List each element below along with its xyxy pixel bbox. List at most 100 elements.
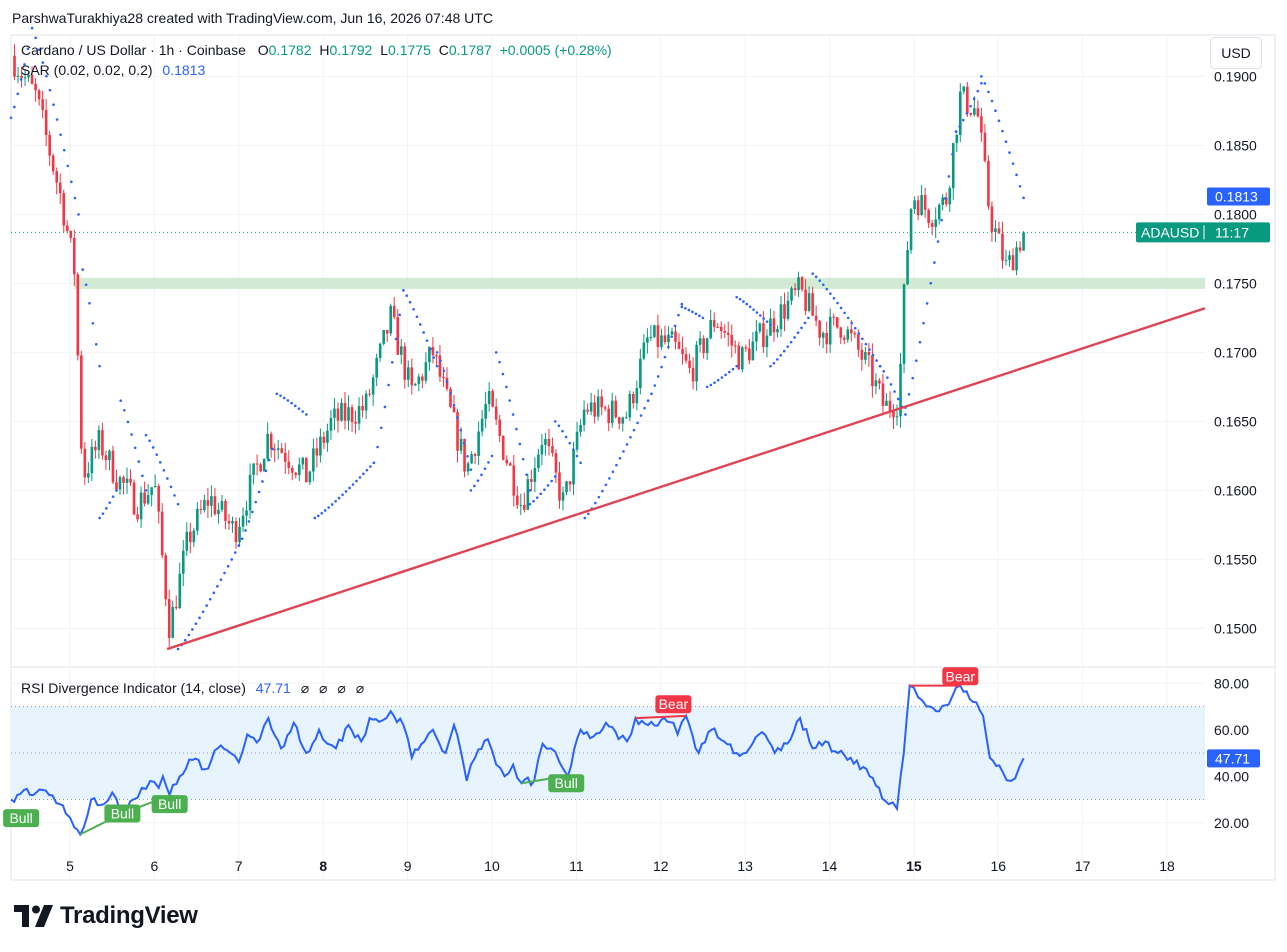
candle-body: [835, 317, 839, 328]
symbol-title[interactable]: Cardano / US Dollar · 1h · Coinbase: [21, 42, 246, 58]
bull-signal-label: Bull: [151, 795, 188, 814]
sar-dot: [1011, 162, 1015, 165]
open-label: O: [257, 42, 269, 58]
sar-dot: [762, 317, 765, 320]
candle: [744, 344, 748, 352]
sar-dot: [853, 326, 857, 330]
candle-body: [1022, 232, 1025, 251]
sar-dot: [316, 514, 320, 518]
sar-dot: [505, 385, 508, 389]
candle-body: [663, 335, 667, 343]
candle: [902, 283, 906, 374]
candle: [206, 487, 210, 519]
candle-body: [551, 446, 554, 454]
sar-dot: [731, 367, 735, 371]
candle: [16, 66, 20, 84]
candle: [484, 392, 487, 429]
sar-dot: [425, 339, 429, 342]
candle-body: [639, 358, 642, 389]
candle-body: [530, 479, 533, 482]
sar-dot: [893, 390, 896, 393]
candle-body: [544, 438, 547, 445]
sar-dot: [408, 300, 412, 304]
candle-body: [206, 500, 210, 506]
candle: [136, 506, 139, 523]
candle-body: [797, 277, 800, 291]
tradingview-logo[interactable]: TradingView: [14, 900, 198, 932]
candle: [624, 411, 628, 419]
candle-body: [508, 463, 512, 466]
candle-body: [572, 449, 575, 485]
candle-body: [104, 455, 108, 461]
time-tick-label: 14: [822, 858, 838, 874]
candle: [888, 391, 892, 419]
candle-body: [290, 467, 294, 473]
candle: [582, 400, 586, 432]
candle-body: [23, 77, 27, 79]
candle-body: [269, 433, 273, 450]
candle-body: [30, 74, 34, 84]
sar-dot: [925, 302, 929, 305]
candle-body: [853, 333, 857, 335]
candle: [97, 425, 101, 460]
sar-dot: [412, 307, 415, 311]
candle-body: [129, 478, 132, 483]
candle: [835, 317, 839, 329]
sar-dot: [896, 397, 900, 401]
time-tick-label: 11: [569, 858, 584, 874]
sar-dot: [469, 468, 473, 471]
sar-dot: [836, 301, 839, 305]
candle-body: [642, 342, 646, 359]
candle: [375, 353, 378, 386]
close-label: C: [438, 42, 449, 58]
candle: [266, 422, 269, 462]
sar-dot: [383, 405, 387, 409]
sar-value: 0.1813: [162, 62, 206, 78]
candle: [287, 450, 291, 475]
sar-dot: [141, 474, 144, 478]
sar-dot: [660, 365, 663, 369]
candle-body: [248, 474, 252, 511]
candle-body: [976, 108, 980, 117]
sar-dot: [1015, 173, 1018, 177]
sar-dot: [41, 61, 45, 64]
candle: [157, 483, 160, 524]
candle-body: [850, 329, 853, 334]
candle-body: [108, 450, 111, 461]
candle-body: [336, 408, 340, 421]
candle-body: [593, 402, 596, 417]
sar-dot: [532, 499, 535, 503]
candle-body: [881, 383, 885, 406]
logo-text: TradingView: [60, 902, 198, 929]
sar-dot: [735, 364, 738, 368]
candle: [294, 471, 298, 479]
credit-line: ParshwaTurakhiya28 created with TradingV…: [12, 10, 493, 26]
sar-price-badge-text: 0.1813: [1215, 188, 1258, 204]
candle-body: [143, 492, 146, 504]
sar-label[interactable]: SAR (0.02, 0.02, 0.2): [21, 62, 153, 78]
sar-dot: [579, 461, 582, 465]
candle: [435, 353, 438, 367]
currency-button[interactable]: USD: [1210, 37, 1262, 69]
candle-body: [800, 277, 804, 290]
candle: [480, 410, 484, 437]
time-tick-label: 10: [484, 858, 500, 874]
ticker-badge-countdown: 11:17: [1215, 224, 1249, 240]
sar-dot: [539, 492, 543, 496]
sar-dot: [402, 288, 405, 292]
candle: [923, 187, 927, 218]
sar-dot: [66, 164, 70, 168]
candle-body: [726, 332, 730, 335]
sar-dot: [914, 359, 918, 362]
sar-dot: [432, 356, 436, 359]
sar-dot: [279, 394, 282, 397]
rsi-tick-label: 20.00: [1214, 815, 1249, 831]
candle: [688, 353, 691, 374]
sar-dot: [583, 516, 587, 520]
candle: [547, 428, 551, 456]
candle: [167, 589, 171, 647]
rsi-label[interactable]: RSI Divergence Indicator (14, close): [21, 680, 246, 696]
candle-body: [878, 380, 881, 384]
candle: [280, 443, 284, 454]
